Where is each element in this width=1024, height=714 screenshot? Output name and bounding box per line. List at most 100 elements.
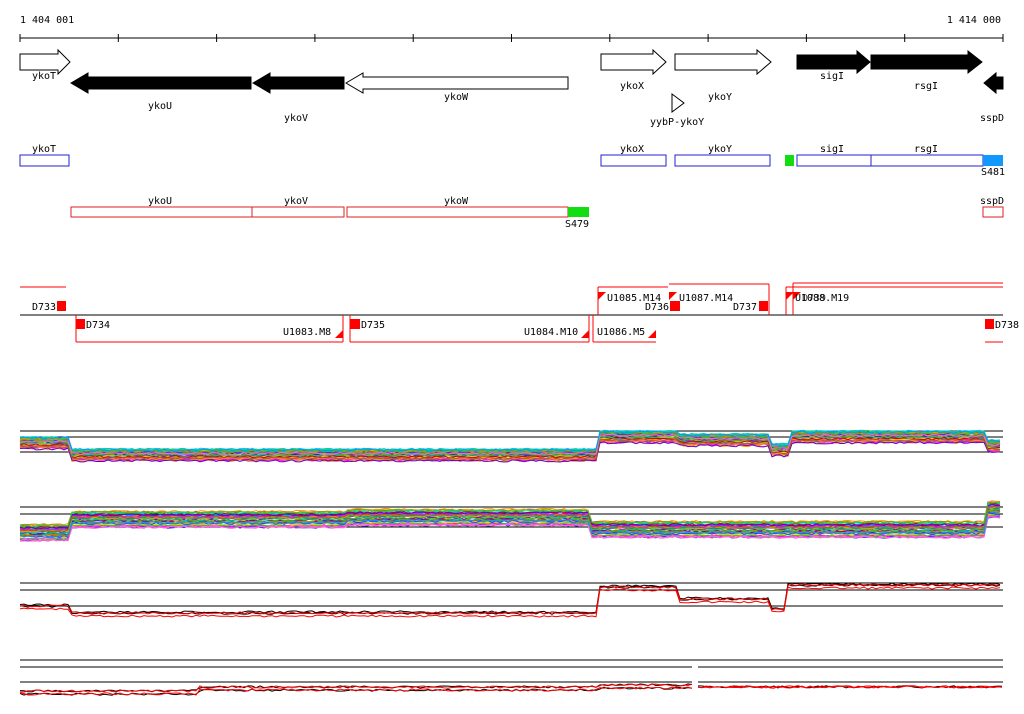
expression-trace — [19, 503, 1001, 530]
blue-box-label-sigI: sigI — [820, 144, 844, 155]
blue-box-label-ykoT: ykoT — [32, 144, 56, 155]
coordinate-ruler: 1 404 001 1 414 000 — [19, 15, 1004, 42]
expression-trace — [19, 516, 1001, 542]
segment-label-D739: D739 — [802, 293, 826, 304]
gene-arrow-rsgI[interactable] — [870, 49, 983, 75]
gene-arrow-yybP-ykoY[interactable] — [671, 93, 685, 113]
expression-trace — [19, 508, 1001, 535]
gene-arrow-sspD[interactable] — [983, 71, 1004, 95]
gene-label-rsgI: rsgI — [914, 81, 938, 92]
segment-label-D736: D736 — [645, 302, 669, 313]
segment-label-D733: D733 — [32, 302, 56, 313]
red-box-ykoV[interactable] — [251, 206, 345, 218]
red-box-sspD[interactable] — [982, 206, 1004, 218]
segment-track: D733 U1085.M14 D736 U1087.M14 D737 U1088… — [20, 282, 1019, 343]
segment-label-U1087.M14: U1087.M14 — [679, 293, 733, 304]
red-annotation-track: ykoU ykoV ykoW S479 sspD — [70, 196, 1004, 230]
expression-trace — [19, 583, 1001, 615]
gene-label-sigI: sigI — [820, 71, 844, 82]
green-marker-label-S479: S479 — [565, 219, 589, 230]
ruler-ticks — [19, 34, 1004, 42]
segment-marker-D737[interactable] — [759, 301, 768, 311]
blue-box-label-ykoX: ykoX — [620, 144, 644, 155]
segment-corner — [598, 292, 606, 300]
gene-label-yybP-ykoY: yybP-ykoY — [650, 117, 704, 128]
expression-panel-forward — [19, 429, 1003, 463]
gene-arrow-ykoT[interactable] — [19, 48, 71, 76]
gene-label-ykoX: ykoX — [620, 81, 644, 92]
segment-label-D734: D734 — [86, 320, 110, 331]
blue-annotation-track: ykoT ykoX ykoY sigI rsgI S481 — [19, 144, 1005, 178]
segment-corner — [786, 292, 794, 300]
segment-label-U1088.M19: U1088.M19 — [795, 293, 849, 304]
segment-corner — [669, 292, 677, 300]
red-box-label-ykoW: ykoW — [444, 196, 469, 207]
ruler-start-label: 1 404 001 — [20, 15, 74, 26]
expression-trace — [19, 586, 1001, 618]
segment-corner — [335, 330, 343, 338]
red-box-ykoW[interactable] — [346, 206, 569, 218]
segment-label-U1083.M8: U1083.M8 — [283, 327, 331, 338]
segment-label-D735: D735 — [361, 320, 385, 331]
expression-trace — [19, 511, 1001, 538]
segment-marker-D738[interactable] — [985, 319, 994, 329]
segment-corner — [648, 330, 656, 338]
gene-arrow-ykoV[interactable] — [252, 72, 345, 94]
segment-marker-D733[interactable] — [57, 301, 66, 311]
segment-label-U1085.M14: U1085.M14 — [607, 293, 661, 304]
gene-label-ykoY: ykoY — [708, 92, 732, 103]
expression-trace — [19, 583, 1001, 615]
expression-trace — [19, 515, 1001, 542]
blue-marker-S481[interactable] — [983, 155, 1003, 166]
blue-marker-label-S481: S481 — [981, 167, 1005, 178]
gene-label-ykoV: ykoV — [284, 113, 308, 124]
expression-trace — [19, 505, 1001, 532]
segment-corner — [793, 292, 801, 300]
red-box-label-ykoU: ykoU — [148, 196, 172, 207]
blue-box-ykoT[interactable] — [19, 154, 70, 167]
expression-trace — [19, 430, 1001, 452]
gene-label-sspD: sspD — [980, 113, 1004, 124]
expression-trace — [19, 686, 693, 696]
blue-box-ykoX[interactable] — [600, 154, 667, 167]
blue-box-sigI[interactable] — [796, 154, 872, 167]
red-box-label-sspD: sspD — [980, 196, 1004, 207]
blue-box-label-ykoY: ykoY — [708, 144, 732, 155]
ruler-end-label: 1 414 000 — [947, 15, 1001, 26]
red-box-ykoU[interactable] — [70, 206, 253, 218]
blue-box-rsgI[interactable] — [870, 154, 984, 167]
expression-trace — [19, 433, 1001, 456]
gene-arrow-ykoY[interactable] — [674, 48, 772, 76]
expression-trace — [19, 438, 1001, 460]
expression-panel-summary — [19, 582, 1003, 618]
blue-box-label-rsgI: rsgI — [914, 144, 938, 155]
segment-marker-D734[interactable] — [76, 319, 85, 329]
gene-label-ykoT: ykoT — [32, 71, 56, 82]
expression-panel-summary-reverse — [19, 659, 1003, 696]
expression-trace — [19, 683, 693, 693]
gene-arrow-sigI[interactable] — [796, 49, 871, 75]
expression-trace — [20, 508, 1001, 535]
segment-label-D738: D738 — [995, 320, 1019, 331]
gene-track: ykoT ykoU ykoV ykoW ykoX ykoY yybP-ykoY … — [19, 48, 1004, 128]
segment-marker-D736[interactable] — [670, 301, 680, 311]
expression-trace — [697, 685, 1003, 689]
segment-label-U1086.M5: U1086.M5 — [597, 327, 645, 338]
blue-box-ykoY[interactable] — [674, 154, 771, 167]
expression-panel-reverse — [19, 500, 1003, 542]
red-box-label-ykoV: ykoV — [284, 196, 308, 207]
green-marker-S479[interactable] — [568, 207, 589, 217]
gene-arrow-ykoW[interactable] — [345, 72, 569, 94]
segment-label-D737: D737 — [733, 302, 757, 313]
green-marker-sigI-start[interactable] — [785, 155, 794, 166]
gene-label-ykoW: ykoW — [444, 92, 469, 103]
segment-label-U1084.M10: U1084.M10 — [524, 327, 578, 338]
segment-corner — [581, 330, 589, 338]
gene-label-ykoU: ykoU — [148, 101, 172, 112]
expression-trace — [19, 441, 1001, 463]
gene-arrow-ykoX[interactable] — [600, 48, 667, 76]
expression-trace — [19, 505, 1001, 531]
segment-marker-D735[interactable] — [350, 319, 360, 329]
gene-arrow-ykoU[interactable] — [70, 72, 252, 94]
